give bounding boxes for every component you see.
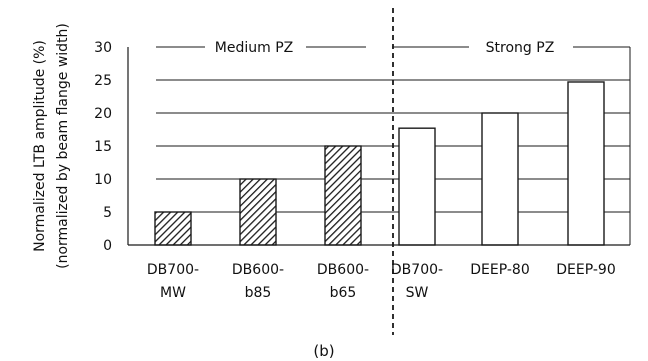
x-tick-label-3-0: DB700-: [391, 262, 443, 278]
x-tick-label-3-1: SW: [406, 285, 429, 301]
bar-db600-b65: [324, 145, 362, 246]
labels: 0 5 10 15 20 25 30 DB700- MW DB600- b85 DB600- b65 DB…: [32, 23, 616, 360]
x-tick-label-1-0: DB600-: [232, 262, 284, 278]
bar-db700-mw: [154, 211, 192, 246]
y-tick-label-20: 20: [94, 106, 112, 122]
group-label-0: Medium PZ: [215, 40, 293, 56]
x-tick-label-2-1: b65: [330, 285, 357, 301]
x-tick-label-1-1: b85: [245, 285, 272, 301]
y-axis-title-line-0: Normalized LTB amplitude (%): [32, 40, 48, 252]
y-tick-label-0: 0: [103, 238, 112, 254]
bar-deep-90: [567, 81, 605, 246]
x-tick-label-0-0: DB700-: [147, 262, 199, 278]
y-tick-label-10: 10: [94, 172, 112, 188]
x-tick-label-5-0: DEEP-90: [556, 262, 615, 278]
axes: [127, 8, 631, 335]
y-tick-label-5: 5: [103, 205, 112, 221]
group-label-1: Strong PZ: [486, 40, 555, 56]
figure-caption: (b): [313, 342, 334, 360]
bar-db700-sw: [398, 127, 436, 246]
x-tick-label-4-0: DEEP-80: [470, 262, 529, 278]
y-tick-label-15: 15: [94, 139, 112, 155]
bar-deep-80: [481, 112, 519, 246]
x-tick-label-0-1: MW: [160, 285, 186, 301]
y-axis-title-line-1: (normalized by beam flange width): [55, 23, 71, 269]
x-tick-label-2-0: DB600-: [317, 262, 369, 278]
bar-db600-b85: [239, 178, 277, 246]
bars: [154, 81, 605, 246]
y-tick-label-25: 25: [94, 73, 112, 89]
y-axis-title: Normalized LTB amplitude (%) (normalized …: [32, 23, 71, 269]
y-tick-label-30: 30: [94, 40, 112, 56]
